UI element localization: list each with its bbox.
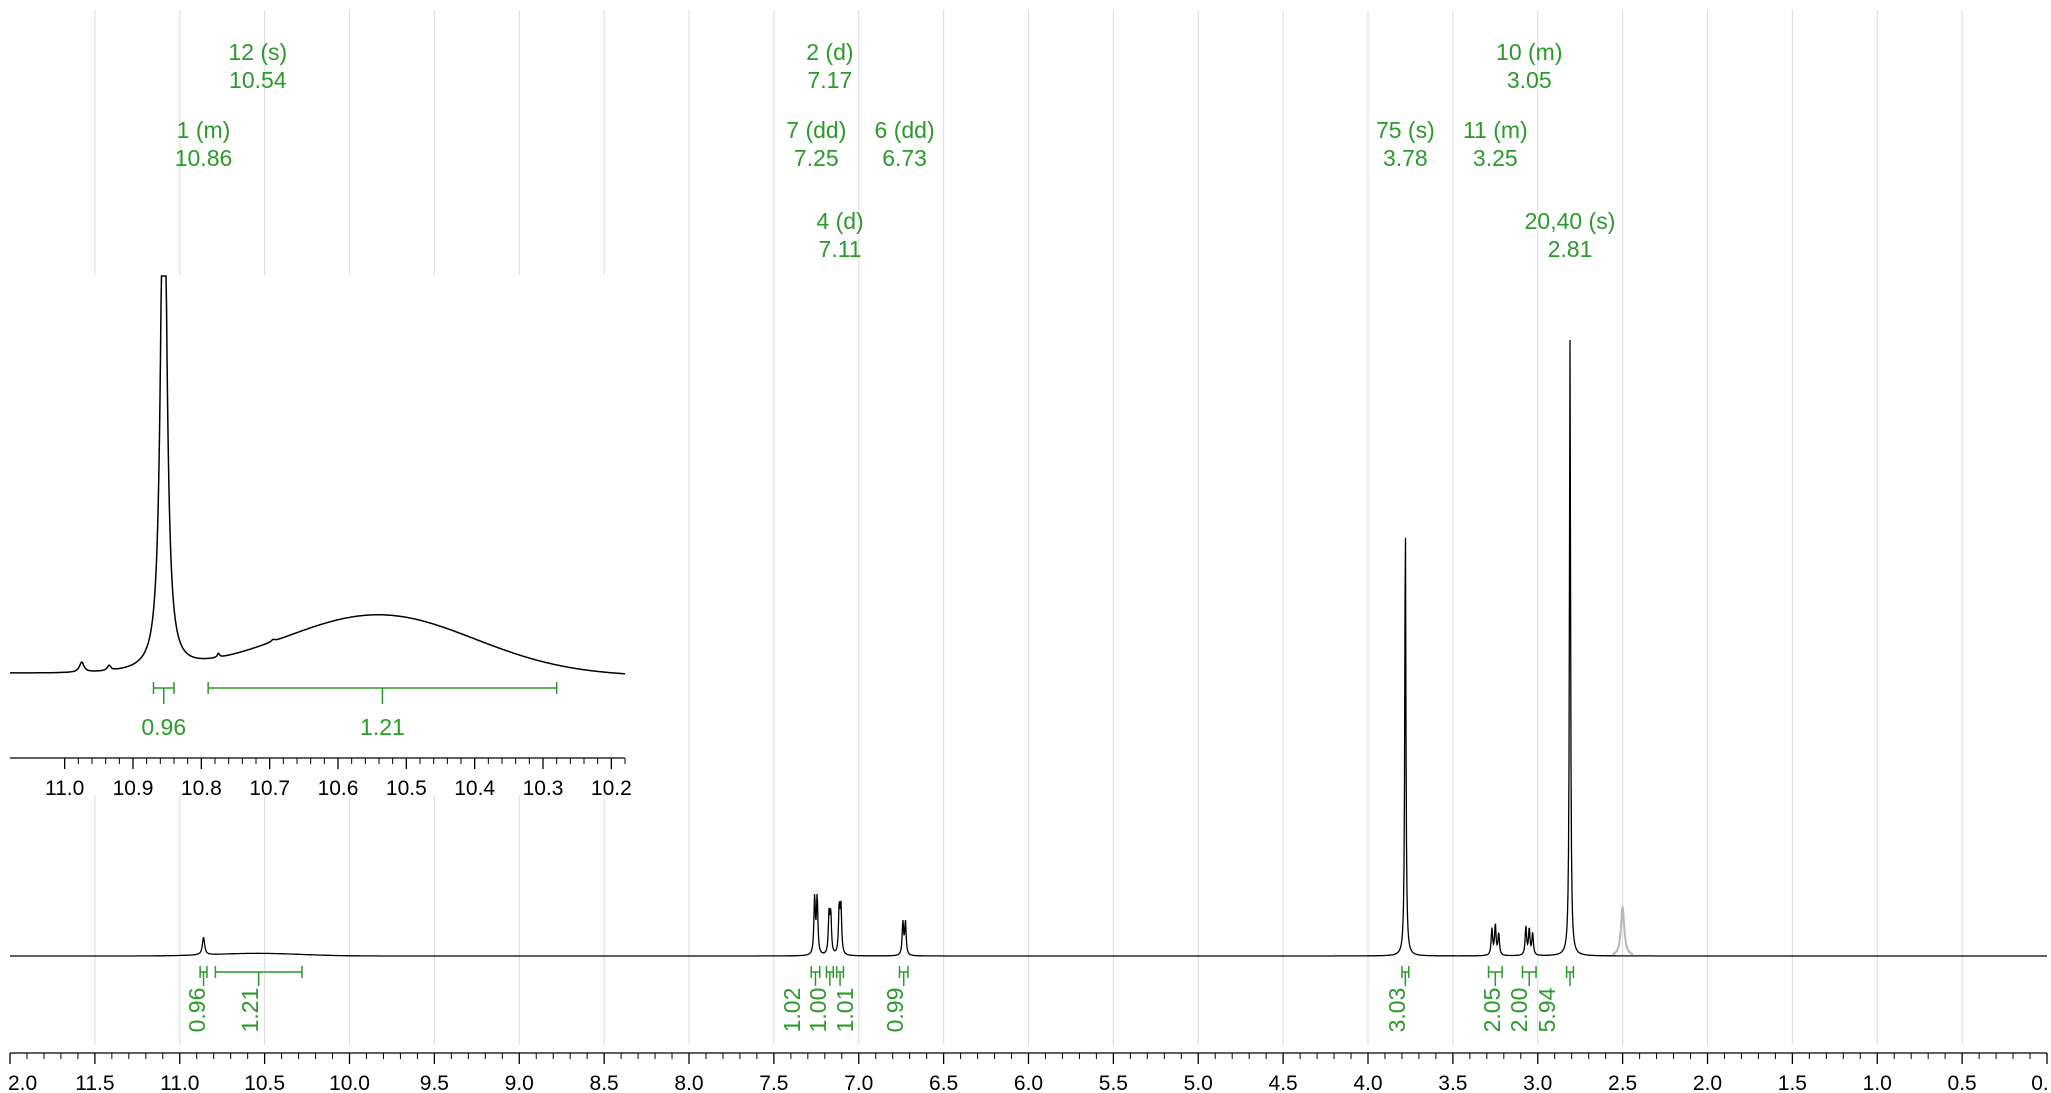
annotation-shift: 10.86 xyxy=(175,145,233,171)
x-tick-label: 6.5 xyxy=(929,1072,958,1093)
annotation-shift: 7.25 xyxy=(794,145,839,171)
integral-value: 2.00 xyxy=(1506,988,1532,1033)
main-x-axis: 2.0 11.5 11.0 10.5 10.0 9.5 9.0 8.5 8.0 7.5 7.0 6.5… xyxy=(8,1052,2049,1093)
integral-value: 5.94 xyxy=(1534,987,1560,1032)
integral-value: 1.02 xyxy=(779,988,805,1033)
main-integrals: 0.96 1.21 1.02 1.00 1.01 0.99 3.03 2.05 2.00 5.94 xyxy=(184,966,1575,1033)
x-tick-label: 10.0 xyxy=(329,1072,370,1093)
x-tick-label: 7.0 xyxy=(844,1072,873,1093)
peak-annotations: 12 (s)10.54 1 (m)10.86 2 (d)7.17 7 (dd)7.25… xyxy=(175,39,1616,262)
grid-lines xyxy=(94,10,1963,1045)
main-spectrum xyxy=(10,339,2047,957)
inset-spectrum: 0.96 1.21 11.0 10.9 10.8 10.7 10.6 10.5 10.4 10.3… xyxy=(0,275,632,800)
annotation-label: 2 (d) xyxy=(806,39,853,65)
integral-value: 1.01 xyxy=(832,988,858,1033)
annotation-label: 4 (d) xyxy=(816,208,863,234)
x-tick-label: 9.0 xyxy=(505,1072,534,1093)
annotation-label: 12 (s) xyxy=(228,39,287,65)
annotation-label: 7 (dd) xyxy=(786,117,846,143)
inset-x-tick-label: 10.4 xyxy=(454,777,495,800)
annotation-shift: 10.54 xyxy=(229,67,287,93)
x-tick-label: 0. xyxy=(2031,1072,2049,1093)
annotation-label: 6 (dd) xyxy=(875,117,935,143)
x-tick-label: 3.5 xyxy=(1438,1072,1467,1093)
annotation-shift: 7.11 xyxy=(819,236,862,262)
x-tick-label: 10.5 xyxy=(244,1072,285,1093)
annotation-shift: 3.78 xyxy=(1383,145,1428,171)
annotation-label: 20,40 (s) xyxy=(1525,208,1616,234)
inset-x-tick-label: 10.6 xyxy=(318,777,359,800)
x-tick-label: 4.5 xyxy=(1269,1072,1298,1093)
x-tick-label: 11.0 xyxy=(160,1072,199,1093)
integral-value: 3.03 xyxy=(1384,988,1410,1033)
inset-x-tick-label: 10.7 xyxy=(249,777,290,800)
annotation-shift: 3.05 xyxy=(1507,67,1552,93)
inset-x-tick-label: 11.0 xyxy=(45,777,84,800)
x-tick-label: 6.0 xyxy=(1014,1072,1043,1093)
x-tick-label: 5.0 xyxy=(1184,1072,1213,1093)
x-tick-label: 1.5 xyxy=(1778,1072,1807,1093)
x-tick-label: 11.5 xyxy=(75,1072,114,1093)
x-tick-label: 8.0 xyxy=(674,1072,703,1093)
annotation-shift: 6.73 xyxy=(882,145,927,171)
x-tick-label: 2.0 xyxy=(1693,1072,1722,1093)
integral-value: 1.00 xyxy=(805,988,831,1033)
inset-integral-value: 0.96 xyxy=(141,714,186,740)
integral-value: 2.05 xyxy=(1479,988,1505,1033)
annotation-label: 10 (m) xyxy=(1496,39,1562,65)
annotation-label: 75 (s) xyxy=(1376,117,1435,143)
x-tick-label: 3.0 xyxy=(1523,1072,1552,1093)
x-tick-label: 0.5 xyxy=(1948,1072,1977,1093)
inset-x-tick-label: 10.8 xyxy=(181,777,222,800)
x-tick-label: 5.5 xyxy=(1099,1072,1128,1093)
inset-x-tick-label: 10.9 xyxy=(113,777,154,800)
inset-integral-value: 1.21 xyxy=(360,714,405,740)
x-tick-label: 7.5 xyxy=(759,1072,788,1093)
inset-x-tick-label: 10.3 xyxy=(523,777,564,800)
inset-trace xyxy=(10,275,626,675)
solvent-peak xyxy=(1612,905,1634,956)
inset-background xyxy=(0,275,632,795)
x-tick-label: 8.5 xyxy=(590,1072,619,1093)
annotation-label: 1 (m) xyxy=(177,117,231,143)
integral-value: 0.96 xyxy=(184,988,210,1033)
inset-x-tick-label: 10.5 xyxy=(386,777,427,800)
x-tick-label: 9.5 xyxy=(420,1072,449,1093)
x-tick-label: 2.5 xyxy=(1608,1072,1637,1093)
x-tick-label: 1.0 xyxy=(1863,1072,1892,1093)
annotation-shift: 3.25 xyxy=(1473,145,1518,171)
annotation-shift: 7.17 xyxy=(808,67,853,93)
x-tick-label: 4.0 xyxy=(1353,1072,1382,1093)
integral-value: 0.99 xyxy=(882,988,908,1033)
integral-value: 1.21 xyxy=(237,988,263,1033)
spectrum-trace xyxy=(10,339,2047,957)
annotation-label: 11 (m) xyxy=(1463,117,1528,143)
annotation-shift: 2.81 xyxy=(1548,236,1593,262)
x-tick-label: 2.0 xyxy=(8,1072,37,1093)
inset-x-tick-label: 10.2 xyxy=(591,777,632,800)
